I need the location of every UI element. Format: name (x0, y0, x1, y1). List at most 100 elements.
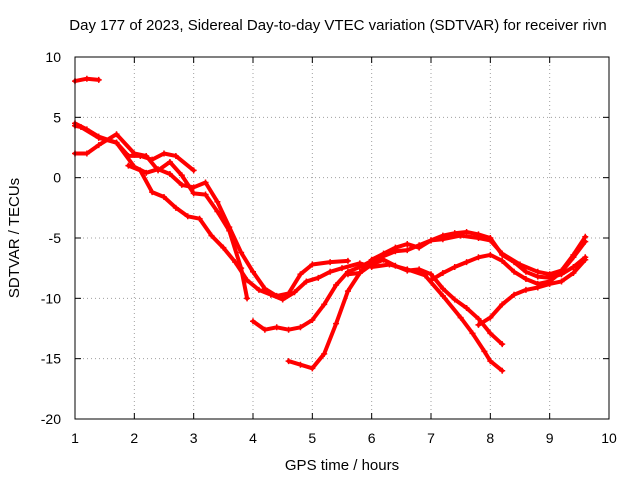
data-point (344, 288, 351, 295)
data-point (487, 251, 494, 258)
data-point (416, 266, 423, 273)
data-point (166, 158, 173, 165)
data-point (344, 271, 351, 278)
data-point (125, 162, 132, 169)
data-point (487, 330, 494, 337)
data-point (356, 269, 363, 276)
data-point (439, 292, 446, 299)
data-point (161, 193, 167, 200)
data-point (475, 321, 482, 328)
data-point (220, 244, 227, 251)
data-point (161, 150, 167, 157)
data-point (83, 126, 90, 133)
series-s9 (476, 257, 588, 327)
data-point (475, 254, 482, 261)
data-point (546, 278, 553, 285)
x-tick-label: 3 (190, 430, 198, 446)
data-point (285, 326, 292, 333)
data-point (404, 267, 411, 274)
series-s3 (73, 132, 250, 301)
chart-title: Day 177 of 2023, Sidereal Day-to-day VTE… (69, 17, 606, 34)
data-point (499, 367, 506, 374)
data-point (428, 271, 434, 278)
data-point (570, 254, 577, 261)
x-tick-label: 4 (249, 430, 257, 446)
data-point (522, 286, 529, 293)
data-point (487, 235, 494, 241)
data-point (582, 256, 589, 263)
data-point (511, 259, 518, 266)
data-point (570, 263, 577, 270)
data-point (558, 278, 565, 285)
x-tick-label: 1 (71, 430, 79, 446)
series-layer (72, 75, 589, 374)
data-point (469, 330, 476, 337)
data-point (166, 171, 173, 178)
data-point (184, 213, 191, 220)
data-point (380, 256, 387, 263)
grid (75, 57, 609, 419)
data-point (315, 274, 322, 281)
data-point (309, 261, 316, 268)
data-point (463, 228, 470, 235)
x-tick-label: 10 (601, 430, 617, 446)
data-point (214, 198, 221, 205)
x-tick-label: 6 (368, 430, 376, 446)
data-point (261, 326, 268, 333)
data-point (463, 304, 470, 311)
data-point (499, 341, 506, 348)
data-point (214, 208, 221, 215)
data-point (321, 301, 328, 308)
y-tick-label: -20 (41, 411, 61, 427)
data-point (244, 295, 251, 302)
data-point (113, 139, 120, 146)
data-point (208, 232, 215, 239)
data-point (131, 150, 138, 157)
data-point (327, 259, 334, 266)
series-s8 (345, 257, 505, 347)
data-point (137, 167, 144, 174)
data-point (428, 277, 434, 284)
data-point (143, 169, 150, 176)
y-axis-label: SDTVAR / TECUs (6, 178, 23, 298)
data-point (226, 224, 233, 231)
data-point (250, 318, 256, 325)
data-point (172, 204, 179, 211)
data-point (333, 282, 340, 289)
x-tick-label: 8 (486, 430, 494, 446)
data-point (113, 131, 120, 138)
data-point (309, 317, 316, 324)
data-point (404, 247, 411, 254)
y-tick-label: -10 (41, 290, 61, 306)
data-point (202, 191, 209, 198)
data-point (190, 184, 197, 191)
data-point (511, 268, 518, 275)
data-point (416, 244, 423, 251)
data-point (499, 251, 506, 258)
data-point (238, 249, 245, 256)
data-point (451, 296, 458, 303)
data-point (534, 273, 541, 280)
x-tick-label: 2 (130, 430, 138, 446)
data-point (522, 268, 529, 275)
data-point (250, 268, 256, 275)
data-point (83, 150, 90, 157)
ticks: 1 2 3 4 5 6 7 8 9 10 -20 -15 -10 -5 0 5 10 (41, 49, 617, 446)
data-point (481, 348, 488, 355)
data-point (95, 76, 102, 83)
data-point (439, 232, 446, 239)
data-point (451, 263, 458, 270)
data-point (356, 263, 363, 270)
data-point (172, 152, 179, 159)
data-point (534, 280, 541, 287)
data-point (368, 261, 375, 268)
data-point (303, 278, 310, 285)
data-point (297, 324, 304, 331)
data-point (487, 314, 494, 321)
data-point (83, 75, 90, 82)
data-point (339, 265, 345, 272)
data-point (522, 276, 529, 283)
data-point (190, 167, 197, 174)
data-point (475, 231, 482, 238)
